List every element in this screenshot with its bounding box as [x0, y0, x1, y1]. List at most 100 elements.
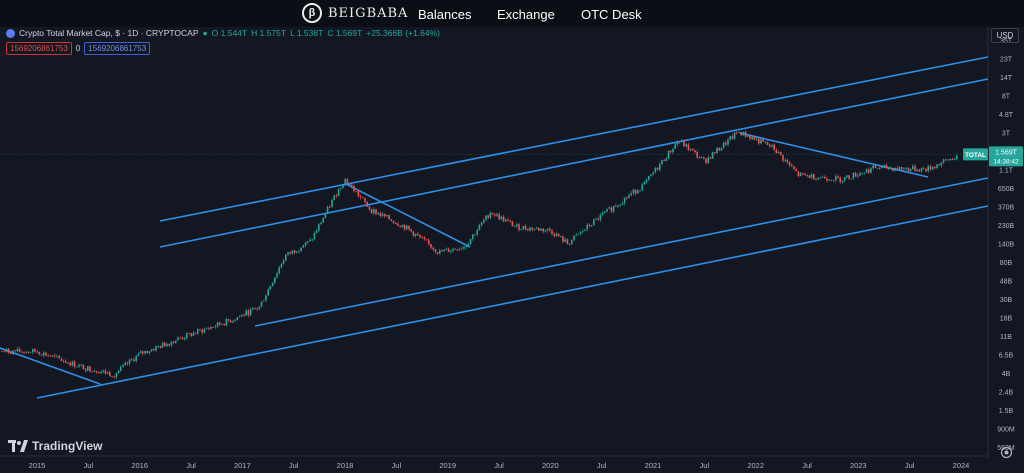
y-tick-label: 650B: [998, 186, 1015, 193]
nav-balances[interactable]: Balances: [418, 7, 472, 22]
trend-line: [254, 177, 989, 327]
y-tick-label: 140B: [998, 242, 1015, 249]
candle-body: [78, 364, 80, 367]
y-tick-label: 1.1T: [999, 168, 1014, 175]
candle-body: [236, 317, 239, 321]
candle-body: [133, 359, 135, 362]
badge-blue[interactable]: 1569206861753: [84, 42, 151, 55]
candle-body: [681, 140, 683, 142]
candle-body: [168, 343, 170, 346]
candle-body: [832, 180, 835, 182]
candle-body: [67, 362, 69, 364]
top-navbar: β BEIGBABA Balances Exchange OTC Desk: [0, 0, 1024, 27]
candle-body: [489, 212, 492, 218]
candle-body: [461, 248, 463, 250]
candle-body: [780, 151, 782, 156]
candle-body: [359, 196, 362, 198]
candle-body: [577, 233, 580, 235]
candle-body: [29, 352, 32, 354]
candle-body: [542, 228, 544, 232]
candle-body: [322, 218, 324, 223]
candle-body: [839, 177, 841, 183]
candle-body: [282, 260, 285, 265]
site-logo[interactable]: β BEIGBABA: [302, 3, 408, 23]
candle-body: [535, 227, 538, 229]
candle-body: [278, 267, 280, 274]
candle-body: [707, 157, 709, 163]
candle-body: [925, 168, 927, 172]
candle-body: [621, 203, 624, 205]
candle-body: [146, 350, 148, 353]
candle-body: [804, 173, 806, 176]
candle-body: [854, 172, 857, 177]
candle-body: [815, 179, 817, 181]
candle-body: [817, 177, 819, 180]
candle-body: [370, 209, 373, 214]
candle-body: [491, 212, 494, 215]
candle-body: [582, 230, 584, 232]
candle-body: [742, 131, 745, 136]
x-tick-label: 2019: [439, 461, 456, 470]
candle-body: [942, 159, 945, 163]
candle-body: [144, 350, 146, 354]
candle-body: [285, 254, 287, 261]
candle-body: [181, 337, 184, 339]
candle-body: [344, 179, 346, 186]
candle-body: [830, 180, 833, 181]
currency-selector[interactable]: USD: [991, 28, 1019, 43]
candle-body: [692, 148, 694, 151]
candle-body: [430, 243, 432, 248]
candle-body: [571, 239, 573, 244]
candle-body: [837, 176, 839, 178]
nav-otc-desk[interactable]: OTC Desk: [581, 7, 642, 22]
candle-body: [71, 361, 74, 366]
candle-body: [276, 273, 278, 278]
candle-body: [54, 355, 56, 357]
candle-body: [36, 351, 38, 353]
symbol-title[interactable]: Crypto Total Market Cap, $ · 1D · CRYPTO…: [19, 28, 199, 38]
settings-gear-icon[interactable]: [1000, 446, 1013, 459]
y-tick-label: 30B: [1000, 297, 1013, 304]
candle-body: [18, 348, 21, 352]
candle-body: [436, 252, 439, 254]
badge-red[interactable]: 1569206861753: [6, 42, 72, 55]
candle-body: [740, 132, 742, 136]
candle-body: [890, 167, 892, 169]
candle-body: [115, 373, 118, 378]
candle-body: [478, 224, 481, 231]
candle-body: [538, 227, 540, 231]
candle-body: [375, 209, 377, 215]
candle-body: [887, 168, 890, 170]
candle-body: [219, 322, 221, 325]
candle-body: [293, 250, 296, 253]
candle-body: [736, 132, 738, 134]
candle-body: [456, 249, 459, 251]
candle-body: [879, 167, 881, 169]
candle-body: [100, 371, 102, 374]
candle-body: [951, 158, 954, 160]
candle-body: [898, 167, 901, 170]
candle-body: [672, 148, 674, 153]
price-chart[interactable]: 35T23T14T8T4.8T3T1.8T1.1T650B370B230B140…: [0, 27, 1024, 473]
y-tick-label: 560M: [997, 445, 1015, 452]
y-tick-label: 80B: [1000, 260, 1013, 267]
candle-body: [846, 175, 848, 178]
candle-body: [912, 166, 914, 169]
candle-body: [522, 225, 525, 230]
tradingview-logo[interactable]: TradingView: [8, 439, 102, 453]
candle-body: [124, 362, 126, 365]
y-tick-label: 8T: [1002, 94, 1011, 101]
candle-body: [280, 264, 283, 268]
candle-body: [351, 184, 353, 187]
candle-body: [73, 361, 76, 367]
candle-body: [529, 227, 531, 231]
nav-exchange[interactable]: Exchange: [497, 7, 555, 22]
candle-body: [307, 241, 309, 243]
candle-body: [923, 168, 925, 169]
candle-body: [791, 165, 793, 167]
candle-body: [34, 348, 36, 352]
candle-body: [540, 228, 542, 231]
x-tick-label: 2021: [645, 461, 662, 470]
candle-body: [445, 248, 448, 250]
candle-body: [857, 175, 859, 177]
